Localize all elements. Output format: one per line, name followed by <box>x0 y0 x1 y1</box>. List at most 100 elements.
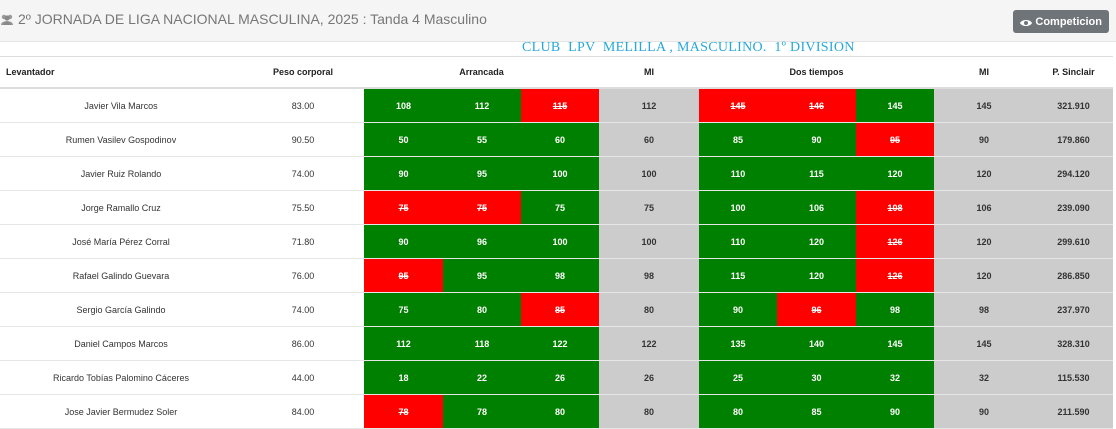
snatch-attempt-1: 75 <box>364 190 443 225</box>
lifter-name: Rafael Galindo Guevara <box>0 258 242 293</box>
lifter-name: Javier Vila Marcos <box>0 88 242 123</box>
col-header-snatch: Arrancada <box>364 56 599 89</box>
lifter-name: Ricardo Tobías Palomino Cáceres <box>0 360 242 395</box>
sinclair-points: 239.090 <box>1034 190 1114 225</box>
bodyweight: 74.00 <box>242 292 364 327</box>
cj-best: 90 <box>934 122 1035 157</box>
snatch-attempt-2: 80 <box>443 292 521 327</box>
cj-attempt-2: 140 <box>777 326 856 361</box>
snatch-attempt-3: 122 <box>521 326 599 361</box>
bodyweight: 75.50 <box>242 190 364 225</box>
table-row: José María Pérez Corral 71.80 90 96 100 100 11… <box>0 224 1114 259</box>
snatch-attempt-1: 112 <box>364 326 443 361</box>
bodyweight: 84.00 <box>242 394 364 429</box>
lifter-name: Sergio García Galindo <box>0 292 242 327</box>
table-row: Jorge Ramallo Cruz 75.50 75 75 75 75 100 106 108… <box>0 190 1114 225</box>
col-header-mi-cj: MI <box>934 56 1035 89</box>
competicion-button[interactable]: Competicion <box>1013 10 1109 33</box>
cj-best: 98 <box>934 292 1035 327</box>
cj-attempt-2: 115 <box>777 156 856 191</box>
snatch-attempt-3: 80 <box>521 394 599 429</box>
cj-attempt-1: 145 <box>699 88 777 123</box>
cj-attempt-2: 106 <box>777 190 856 225</box>
sinclair-points: 115.530 <box>1034 360 1114 395</box>
cj-attempt-1: 85 <box>699 122 777 157</box>
snatch-attempt-2: 55 <box>443 122 521 157</box>
results-table: Levantador Peso corporal Arrancada MI Do… <box>0 56 1114 429</box>
cj-best: 90 <box>934 394 1035 429</box>
snatch-best: 112 <box>599 88 699 123</box>
cj-attempt-2: 120 <box>777 224 856 259</box>
table-row: Jose Javier Bermudez Soler 84.00 78 78 80 80 8… <box>0 394 1114 429</box>
snatch-attempt-3: 100 <box>521 224 599 259</box>
snatch-attempt-2: 112 <box>443 88 521 123</box>
cj-attempt-1: 135 <box>699 326 777 361</box>
snatch-best: 80 <box>599 292 699 327</box>
snatch-attempt-1: 75 <box>364 292 443 327</box>
cj-attempt-2: 96 <box>777 292 856 327</box>
table-row: Sergio García Galindo 74.00 75 80 85 80 90 96 98… <box>0 292 1114 327</box>
snatch-attempt-1: 108 <box>364 88 443 123</box>
table-row: Rumen Vasilev Gospodinov 90.50 50 55 60 60 85 9… <box>0 122 1114 157</box>
cj-attempt-1: 110 <box>699 156 777 191</box>
snatch-attempt-1: 50 <box>364 122 443 157</box>
snatch-attempt-3: 60 <box>521 122 599 157</box>
snatch-attempt-2: 96 <box>443 224 521 259</box>
cj-best: 120 <box>934 156 1035 191</box>
sinclair-points: 286.850 <box>1034 258 1114 293</box>
cj-attempt-1: 80 <box>699 394 777 429</box>
cj-best: 32 <box>934 360 1035 395</box>
snatch-best: 122 <box>599 326 699 361</box>
cj-attempt-1: 110 <box>699 224 777 259</box>
col-header-sinclair: P. Sinclair <box>1034 56 1114 89</box>
cj-best: 120 <box>934 258 1035 293</box>
snatch-attempt-1: 95 <box>364 258 443 293</box>
snatch-attempt-2: 22 <box>443 360 521 395</box>
cj-attempt-2: 30 <box>777 360 856 395</box>
lifter-name: Rumen Vasilev Gospodinov <box>0 122 242 157</box>
lifter-name: Javier Ruiz Rolando <box>0 156 242 191</box>
cj-attempt-1: 100 <box>699 190 777 225</box>
cj-attempt-1: 25 <box>699 360 777 395</box>
cj-attempt-3: 126 <box>856 224 935 259</box>
snatch-attempt-1: 90 <box>364 156 443 191</box>
cj-attempt-2: 120 <box>777 258 856 293</box>
sinclair-points: 294.120 <box>1034 156 1114 191</box>
page-title: 2º JORNADA DE LIGA NACIONAL MASCULINA, 2… <box>18 11 487 27</box>
sinclair-points: 299.610 <box>1034 224 1114 259</box>
cj-attempt-3: 95 <box>856 122 935 157</box>
bodyweight: 86.00 <box>242 326 364 361</box>
sinclair-points: 179.860 <box>1034 122 1114 157</box>
snatch-attempt-2: 95 <box>443 156 521 191</box>
users-icon <box>0 13 14 25</box>
page-title-wrap: 2º JORNADA DE LIGA NACIONAL MASCULINA, 2… <box>0 11 487 27</box>
snatch-attempt-1: 18 <box>364 360 443 395</box>
sinclair-points: 237.970 <box>1034 292 1114 327</box>
table-row: Rafael Galindo Guevara 76.00 95 95 98 98 115 12… <box>0 258 1114 293</box>
cj-attempt-3: 90 <box>856 394 935 429</box>
cj-attempt-3: 108 <box>856 190 935 225</box>
col-header-clean-jerk: Dos tiempos <box>699 56 935 89</box>
col-header-mi-snatch: MI <box>599 56 699 89</box>
snatch-best: 80 <box>599 394 699 429</box>
cj-attempt-3: 145 <box>856 88 935 123</box>
snatch-attempt-2: 118 <box>443 326 521 361</box>
header-row: Levantador Peso corporal Arrancada MI Do… <box>0 56 1114 89</box>
cj-attempt-2: 146 <box>777 88 856 123</box>
club-label: CLUB LPV MELILLA , MASCULINO. 1º DIVISIO… <box>522 40 855 55</box>
snatch-best: 75 <box>599 190 699 225</box>
lifter-name: Daniel Campos Marcos <box>0 326 242 361</box>
cj-best: 106 <box>934 190 1035 225</box>
eye-icon <box>1020 18 1033 26</box>
bodyweight: 71.80 <box>242 224 364 259</box>
cj-best: 145 <box>934 88 1035 123</box>
snatch-attempt-1: 78 <box>364 394 443 429</box>
snatch-attempt-1: 90 <box>364 224 443 259</box>
page-header: 2º JORNADA DE LIGA NACIONAL MASCULINA, 2… <box>0 0 1116 42</box>
table-row: Javier Vila Marcos 83.00 108 112 115 112 145 14… <box>0 88 1114 123</box>
snatch-attempt-2: 75 <box>443 190 521 225</box>
snatch-attempt-3: 98 <box>521 258 599 293</box>
table-row: Daniel Campos Marcos 86.00 112 118 122 122 135… <box>0 326 1114 361</box>
cj-attempt-3: 145 <box>856 326 935 361</box>
snatch-attempt-3: 85 <box>521 292 599 327</box>
